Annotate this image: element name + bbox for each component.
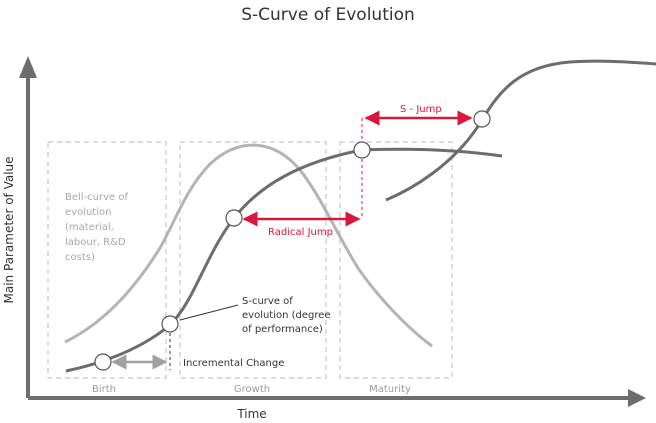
diagram-title: S-Curve of Evolution [241, 5, 415, 25]
marker-growth-high [225, 209, 243, 227]
phase-label-birth: Birth [92, 384, 116, 395]
incremental-change-label: Incremental Change [183, 358, 284, 369]
phase-box-maturity [339, 141, 453, 379]
s-curve-label: S-curve of evolution (degree of performa… [242, 296, 334, 335]
s-curve-label-line: of performance) [242, 324, 323, 335]
s-curve-main [65, 147, 503, 373]
x-axis-label: Time [236, 407, 266, 421]
bell-curve-label-line: evolution [65, 207, 111, 218]
bell-curve [64, 143, 433, 348]
s-curve-label-leader [179, 304, 239, 321]
phase-box-growth [179, 141, 327, 379]
s-curve-new [385, 59, 656, 202]
y-axis-arrowhead [19, 56, 37, 78]
marker-new-curve [473, 110, 491, 128]
phase-label-growth: Growth [234, 384, 270, 395]
bell-curve-label-line: Bell-curve of [65, 192, 128, 203]
marker-birth [94, 353, 112, 371]
s-curve-label-line: S-curve of [242, 296, 293, 307]
bell-curve-label: Bell-curve of evolution (material, labou… [65, 192, 131, 263]
marker-maturity [353, 141, 371, 159]
bell-curve-label-line: labour, R&D [65, 237, 126, 248]
bell-curve-label-line: (material, [65, 222, 114, 233]
y-axis-label: Main Parameter of Value [2, 156, 16, 303]
phase-box-birth [47, 141, 167, 379]
radical-jump-label: Radical Jump [268, 227, 333, 238]
bell-curve-label-line: costs) [65, 252, 95, 263]
marker-growth-low [161, 315, 179, 333]
phase-label-maturity: Maturity [369, 384, 411, 395]
x-axis-arrowhead [628, 389, 646, 407]
s-jump-label: S - Jump [400, 104, 442, 115]
s-curve-label-line: evolution (degree [242, 310, 331, 321]
